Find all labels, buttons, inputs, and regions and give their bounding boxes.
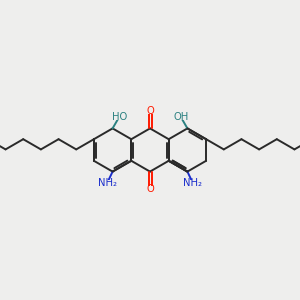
FancyBboxPatch shape xyxy=(179,114,191,120)
FancyBboxPatch shape xyxy=(190,180,205,186)
Text: O: O xyxy=(146,184,154,194)
FancyBboxPatch shape xyxy=(146,186,154,192)
FancyBboxPatch shape xyxy=(146,108,154,114)
Text: O: O xyxy=(146,106,154,116)
Text: HO: HO xyxy=(112,112,127,122)
FancyBboxPatch shape xyxy=(95,180,110,186)
FancyBboxPatch shape xyxy=(109,114,121,120)
Text: OH: OH xyxy=(173,112,188,122)
Text: NH₂: NH₂ xyxy=(183,178,202,188)
Text: NH₂: NH₂ xyxy=(98,178,117,188)
